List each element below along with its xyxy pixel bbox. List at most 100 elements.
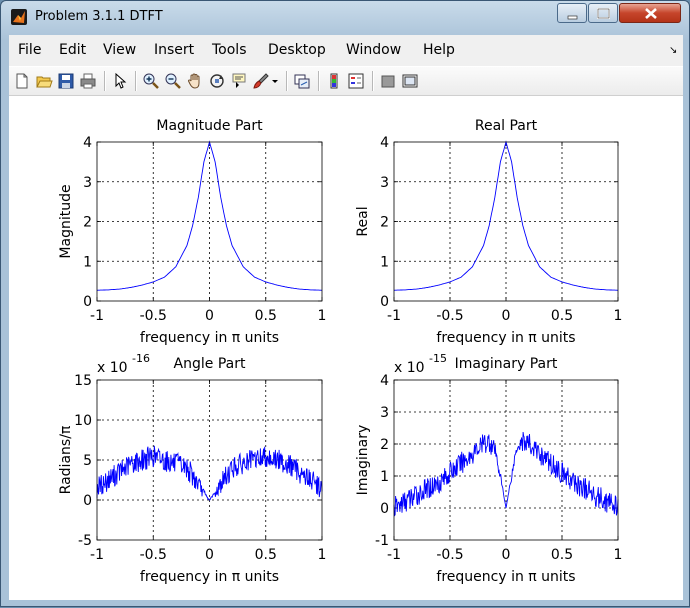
- y-tick-label: -5: [78, 533, 92, 549]
- x-axis-label: frequency in π units: [436, 330, 575, 346]
- x-tick-label: -1: [387, 308, 401, 324]
- y-tick-label: 4: [83, 135, 92, 151]
- toolbar-separator: [286, 71, 288, 91]
- save-icon[interactable]: [57, 72, 75, 90]
- brush-icon[interactable]: [252, 72, 270, 90]
- series-line[interactable]: [393, 431, 619, 517]
- show-plot-tools-icon[interactable]: [401, 72, 419, 90]
- menu-help[interactable]: Help: [423, 42, 455, 58]
- print-icon[interactable]: [79, 72, 97, 90]
- y-axis-label: Real: [355, 206, 371, 236]
- y-tick-label: 0: [380, 501, 389, 517]
- menu-bar: File Edit View Insert Tools Desktop Wind…: [9, 35, 683, 65]
- x-tick-label: 1: [318, 547, 327, 563]
- pointer-icon[interactable]: [111, 72, 129, 90]
- y-tick-label: 3: [380, 405, 389, 421]
- axes-box: [96, 141, 323, 302]
- x-tick-label: 0: [205, 547, 214, 563]
- menu-file[interactable]: File: [18, 42, 42, 58]
- chart-title: Real Part: [475, 118, 538, 134]
- x-tick-label: 0: [502, 308, 511, 324]
- x-tick-label: 1: [318, 308, 327, 324]
- legend-icon[interactable]: [347, 72, 365, 90]
- brush-dropdown-icon[interactable]: [270, 72, 280, 90]
- window-title: Problem 3.1.1 DTFT: [35, 9, 163, 24]
- y-tick-label: 0: [83, 493, 92, 509]
- axes-box: [96, 379, 323, 541]
- menu-edit[interactable]: Edit: [59, 42, 87, 58]
- pan-icon[interactable]: [186, 72, 204, 90]
- x-tick-label: -1: [90, 308, 104, 324]
- menu-dock-arrow-icon[interactable]: ↘: [669, 45, 678, 56]
- y-tick-label: 4: [380, 373, 389, 389]
- y-tick-label: 3: [380, 175, 389, 191]
- x-tick-label: -0.5: [140, 308, 167, 324]
- chart-title: Angle Part: [174, 356, 246, 372]
- open-file-icon[interactable]: [35, 72, 53, 90]
- figure-canvas: -1 -0.5 0 0.5 1 0 1 2 3 4 Magnitude Part frequency …: [9, 96, 683, 600]
- x-tick-label: 0.5: [551, 547, 573, 563]
- y-axis-label: Magnitude: [58, 184, 74, 258]
- x-tick-label: 1: [614, 547, 623, 563]
- colorbar-icon[interactable]: [325, 72, 343, 90]
- axes-box: [393, 141, 619, 302]
- figure-client-area: File Edit View Insert Tools Desktop Wind…: [9, 35, 683, 600]
- rotate-3d-icon[interactable]: [208, 72, 226, 90]
- y-axis-label: Imaginary: [355, 425, 371, 496]
- x-axis-label: frequency in π units: [436, 569, 575, 585]
- toolbar-separator: [135, 71, 137, 91]
- y-tick-label: 2: [380, 437, 389, 453]
- x-axis-label: frequency in π units: [140, 569, 279, 585]
- y-tick-label: 4: [380, 135, 389, 151]
- new-figure-icon[interactable]: [13, 72, 31, 90]
- toolbar-separator: [372, 71, 374, 91]
- y-tick-label: 1: [380, 254, 389, 270]
- y-tick-label: 2: [83, 215, 92, 231]
- x-tick-label: 0.5: [551, 308, 573, 324]
- axis-exponent-label: x 10: [394, 360, 425, 376]
- series-line[interactable]: [96, 445, 323, 501]
- menu-tools[interactable]: Tools: [212, 42, 247, 58]
- y-tick-label: 0: [380, 294, 389, 310]
- menu-view[interactable]: View: [103, 42, 137, 58]
- zoom-out-icon[interactable]: [164, 72, 182, 90]
- hide-plot-tools-icon[interactable]: [379, 72, 397, 90]
- chart-title: Magnitude Part: [156, 118, 263, 134]
- x-tick-label: -0.5: [436, 308, 463, 324]
- axis-exponent-power: -16: [132, 352, 150, 365]
- x-tick-label: -1: [90, 547, 104, 563]
- title-bar[interactable]: Problem 3.1.1 DTFT: [1, 1, 689, 33]
- axis-exponent-label: x 10: [97, 360, 128, 376]
- x-tick-label: 0: [502, 547, 511, 563]
- figure-toolbar: [9, 66, 683, 96]
- toolbar-separator: [318, 71, 320, 91]
- x-tick-label: 0.5: [255, 547, 277, 563]
- menu-window[interactable]: Window: [346, 42, 402, 58]
- menu-desktop[interactable]: Desktop: [268, 42, 326, 58]
- y-tick-label: 10: [74, 413, 92, 429]
- axis-exponent-power: -15: [429, 352, 447, 365]
- minimize-button[interactable]: [557, 3, 587, 23]
- x-tick-label: 1: [614, 308, 623, 324]
- x-tick-label: -0.5: [436, 547, 463, 563]
- y-tick-label: 3: [83, 175, 92, 191]
- y-tick-label: 2: [380, 215, 389, 231]
- toolbar-separator: [104, 71, 106, 91]
- y-tick-label: 1: [83, 254, 92, 270]
- y-tick-label: 1: [380, 469, 389, 485]
- close-button[interactable]: [619, 3, 681, 23]
- x-tick-label: -0.5: [140, 547, 167, 563]
- y-tick-label: 15: [74, 373, 92, 389]
- matlab-logo-icon: [11, 9, 27, 25]
- x-axis-label: frequency in π units: [140, 330, 279, 346]
- axes-box: [393, 379, 619, 541]
- maximize-button[interactable]: [588, 3, 618, 23]
- x-tick-label: 0: [205, 308, 214, 324]
- y-tick-label: -1: [375, 533, 389, 549]
- link-plot-icon[interactable]: [293, 72, 311, 90]
- zoom-in-icon[interactable]: [142, 72, 160, 90]
- menu-insert[interactable]: Insert: [154, 42, 195, 58]
- data-cursor-icon[interactable]: [230, 72, 248, 90]
